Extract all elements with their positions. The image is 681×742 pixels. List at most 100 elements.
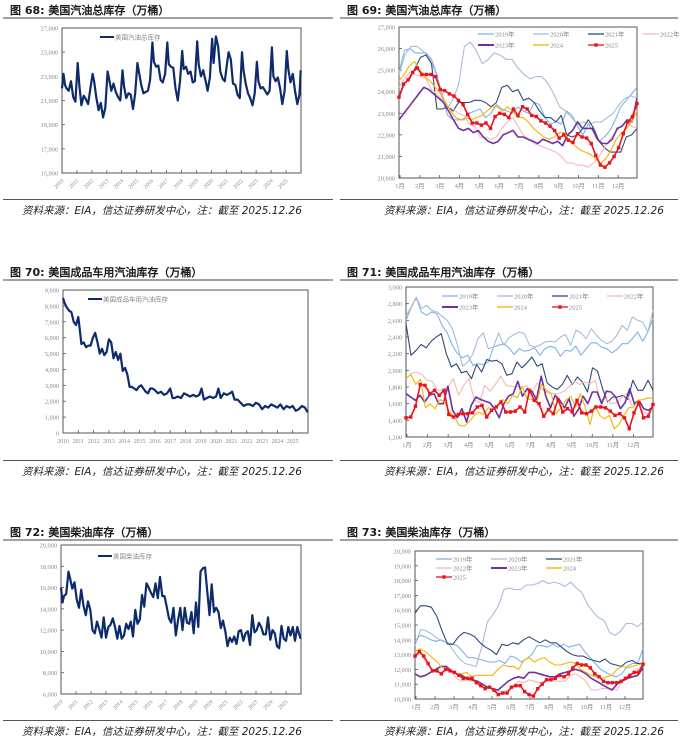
data-point [474,681,479,685]
data-point [442,388,446,393]
data-point [461,102,465,107]
data-point [580,135,584,139]
legend-label: 2024 [514,305,528,312]
data-point [607,161,612,165]
data-point [632,411,636,415]
data-point [553,676,558,680]
data-point [622,416,627,420]
y-tick-label: 12,000 [40,628,57,635]
data-point [404,416,408,420]
y-tick-label: 27,000 [378,25,395,32]
data-point [417,649,422,654]
data-point [437,393,441,398]
x-tick-label: 12月 [612,182,625,190]
data-point [557,136,561,140]
y-tick-label: 9,000 [45,288,59,295]
x-tick-label: 12月 [627,441,640,449]
data-point [566,138,571,142]
x-tick-label: 2023 [256,439,268,445]
source-rule [340,460,678,461]
x-tick-label: 6月 [506,703,515,711]
data-point [420,72,424,77]
legend-label: 2019年 [459,292,479,301]
data-point [575,398,579,403]
x-tick-label: 11月 [592,182,604,190]
data-point [465,676,470,680]
source-rule [3,460,333,461]
data-point [497,111,502,115]
data-point [413,654,417,658]
data-point [456,412,460,417]
data-point [432,388,437,393]
data-point [443,88,447,93]
legend-label: 美国柴油库存 [113,552,153,561]
data-point [599,405,603,409]
y-tick-label: 2,600 [388,318,402,325]
figure-title: 图 71: 美国成品车用汽油库存（万桶） [347,266,540,279]
data-point [479,123,484,127]
y-tick-label: 20,000 [394,549,411,556]
legend-marker [558,305,562,309]
title-rule [340,17,678,19]
legend-label: 美国成品车用汽油库存 [103,295,169,304]
figure-title: 图 72: 美国柴油库存（万桶） [10,526,159,539]
y-tick-label: 8,000 [45,303,59,310]
x-tick-label: 2月 [430,703,439,711]
source-note: 资料来源：EIA，信达证券研发中心，注：截至 2025.12.26 [384,466,664,478]
data-point [584,411,589,416]
data-point [610,681,615,685]
data-point [565,406,570,411]
figure-title: 图 70: 美国成品车用汽油库存（万桶） [10,266,203,279]
data-point [480,403,484,408]
data-point [439,672,444,676]
y-tick-label: 25,000 [378,68,395,75]
x-tick-label: 2022 [241,439,253,445]
series-line-2021年 [398,54,638,153]
x-tick-label: 2016 [149,439,161,445]
data-point [566,672,571,676]
y-tick-label: 17,000 [41,146,58,153]
x-tick-label: 4月 [455,182,464,190]
y-tick-label: 18,000 [394,578,411,585]
legend-label: 2021年 [569,292,589,301]
data-point [483,686,487,691]
data-point [494,405,498,409]
data-point [418,382,422,387]
data-point [627,426,631,431]
legend-marker [594,43,598,47]
data-point [452,94,456,98]
data-point [636,670,641,675]
y-tick-label: 0 [56,431,59,438]
data-point [527,692,531,697]
data-point [527,388,532,393]
y-tick-label: 22,000 [378,132,395,139]
data-point [606,681,610,685]
legend-label: 2019年 [495,30,515,39]
x-tick-label: 2025 [287,439,299,445]
data-point [601,679,606,683]
x-tick-label: 3月 [443,441,452,449]
data-point [475,121,479,125]
data-point [537,401,541,406]
source-note: 资料来源：EIA，信达证券研发中心，注：截至 2025.12.26 [22,205,302,217]
y-tick-label: 25,000 [41,50,58,57]
data-point [465,112,470,117]
y-tick-label: 4,000 [45,367,59,374]
data-point [429,72,433,77]
legend-label: 2022年 [624,292,644,301]
series-line-2021年 [414,605,643,667]
data-point [571,140,575,145]
data-point [426,661,430,666]
title-rule [340,279,678,281]
data-point [504,410,508,414]
data-point [589,141,593,146]
figure-title: 图 73: 美国柴油库存（万桶） [347,526,496,539]
data-point [614,681,619,685]
y-tick-label: 24,000 [378,89,395,96]
data-point [466,411,470,416]
y-tick-label: 10,000 [40,649,57,656]
data-point [447,92,452,96]
x-tick-label: 7月 [514,182,523,190]
data-point [594,153,598,158]
series-line-2019年 [405,297,654,366]
